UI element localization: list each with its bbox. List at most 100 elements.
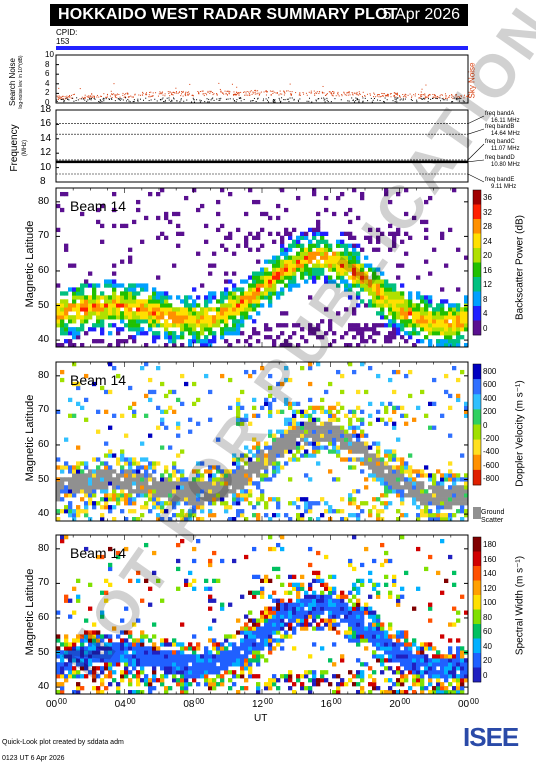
scatter-cell [444, 670, 449, 675]
sky-noise-point [272, 92, 274, 94]
scatter-cell [132, 461, 137, 466]
scatter-cell [428, 690, 433, 695]
sky-noise-point [148, 96, 150, 98]
scatter-cell [340, 457, 345, 462]
scatter-cell [228, 331, 233, 336]
scatter-cell [160, 517, 165, 522]
scatter-cell [84, 654, 89, 659]
search-noise-point [255, 100, 257, 102]
scatter-cell [124, 638, 129, 643]
scatter-cell [108, 650, 113, 655]
scatter-cell [236, 461, 241, 466]
scatter-cell [332, 441, 337, 446]
scatter-cell [164, 690, 169, 695]
scatter-cell [336, 311, 341, 316]
sky-noise-point [72, 94, 74, 96]
sky-noise-point [291, 91, 293, 93]
scatter-cell [376, 227, 381, 233]
scatter-cell [256, 445, 261, 450]
search-noise-point [396, 101, 398, 103]
sky-noise-point [212, 92, 214, 94]
scatter-cell [324, 425, 329, 430]
scatter-cell [396, 303, 401, 308]
scatter-cell [372, 465, 377, 470]
sky-noise-point [111, 97, 113, 99]
scatter-cell [240, 481, 245, 486]
scatter-cell [344, 602, 349, 607]
scatter-cell [280, 634, 285, 639]
search-noise-point [422, 98, 424, 100]
scatter-cell [328, 618, 333, 623]
scatter-cell [416, 497, 421, 502]
scatter-cell [228, 658, 233, 663]
scatter-cell [64, 485, 69, 490]
scatter-cell [336, 255, 341, 260]
sky-noise-point [146, 94, 148, 96]
scatter-cell [224, 666, 229, 671]
scatter-cell [160, 445, 165, 450]
scatter-cell [416, 303, 421, 308]
scatter-cell [204, 662, 209, 667]
sky-noise-point [216, 93, 218, 95]
scatter-cell [440, 493, 445, 498]
scatter-cell [300, 335, 305, 340]
scatter-cell [324, 670, 329, 675]
scatter-cell [456, 638, 461, 643]
scatter-cell [372, 271, 377, 276]
scatter-cell [432, 493, 437, 498]
scatter-cell [284, 433, 289, 438]
scatter-cell [168, 311, 173, 316]
scatter-cell [400, 586, 405, 591]
scatter-cell [96, 283, 101, 288]
scatter-cell [240, 646, 245, 651]
scatter-cell [300, 243, 305, 248]
scatter-cell [120, 674, 125, 679]
scatter-cell [232, 642, 237, 647]
scatter-cell [324, 247, 329, 252]
scatter-cell [364, 263, 369, 268]
scatter-cell [108, 654, 113, 659]
scatter-cell [408, 670, 413, 675]
scatter-cell [340, 267, 345, 272]
scatter-cell [256, 674, 261, 679]
scatter-cell [324, 259, 329, 264]
scatter-cell [420, 501, 425, 506]
scatter-cell [404, 251, 409, 256]
scatter-cell [376, 287, 381, 292]
scatter-cell [400, 307, 405, 312]
scatter-cell [144, 477, 149, 482]
scatter-cell [392, 634, 397, 639]
scatter-cell [148, 602, 153, 607]
sky-noise-point [348, 92, 350, 94]
scatter-cell [368, 606, 373, 611]
scatter-cell [372, 626, 377, 631]
sky-noise-point [182, 95, 184, 97]
scatter-cell [244, 299, 249, 304]
scatter-cell [436, 485, 441, 490]
scatter-cell [304, 674, 309, 679]
scatter-cell [100, 469, 105, 474]
scatter-cell [212, 670, 217, 675]
scatter-cell [400, 335, 405, 340]
scatter-cell [256, 626, 261, 631]
scatter-cell [56, 307, 61, 312]
scatter-cell [404, 678, 409, 683]
scatter-cell [172, 674, 177, 679]
scatter-cell [60, 535, 65, 540]
scatter-cell [60, 323, 65, 328]
scatter-cell [68, 397, 73, 403]
scatter-cell [244, 517, 249, 522]
scatter-cell [348, 622, 353, 627]
scatter-cell [104, 477, 109, 482]
scatter-cell [440, 662, 445, 667]
scatter-cell [420, 650, 425, 655]
scatter-cell [336, 614, 341, 619]
scatter-cell [196, 311, 201, 316]
sky-noise-point [298, 94, 300, 96]
scatter-cell [208, 594, 213, 599]
scatter-cell [244, 307, 249, 312]
scatter-cell [168, 654, 173, 659]
scatter-cell [80, 638, 85, 643]
sky-noise-point [369, 94, 371, 96]
sky-noise-point [427, 95, 429, 97]
